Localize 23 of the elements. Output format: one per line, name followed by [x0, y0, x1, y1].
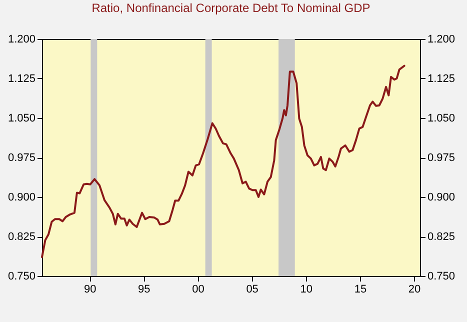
chart-title: Ratio, Nonfinancial Corporate Debt To Nominal GDP	[92, 1, 370, 15]
line-series	[41, 64, 406, 258]
y2-tick-label: 0.975	[428, 152, 456, 164]
y-tick-label: 0.750	[8, 270, 36, 282]
y-tick-label: 1.125	[8, 73, 36, 85]
y-tick-label: 1.200	[8, 34, 36, 46]
y2-tick-label: 0.750	[428, 270, 456, 282]
y-tick-label: 0.825	[8, 231, 36, 243]
y-tick-label: 1.050	[8, 112, 36, 124]
y-tick-label: 0.975	[8, 152, 36, 164]
y2-tick-label: 1.050	[428, 112, 456, 124]
y2-tick-label: 1.125	[428, 73, 456, 85]
y2-tick-label: 0.900	[428, 192, 456, 204]
x-tick-label: 90	[84, 284, 96, 296]
x-tick-label: 95	[138, 284, 150, 296]
x-tick-label: 10	[300, 284, 313, 296]
x-tick-label: 00	[192, 284, 204, 296]
y-tick-label: 0.900	[8, 192, 36, 204]
x-tick-label: 15	[354, 284, 367, 296]
y2-tick-label: 1.200	[428, 34, 456, 46]
y2-tick-label: 0.825	[428, 231, 456, 243]
x-tick-label: 05	[246, 284, 258, 296]
x-tick-label: 20	[408, 284, 421, 296]
